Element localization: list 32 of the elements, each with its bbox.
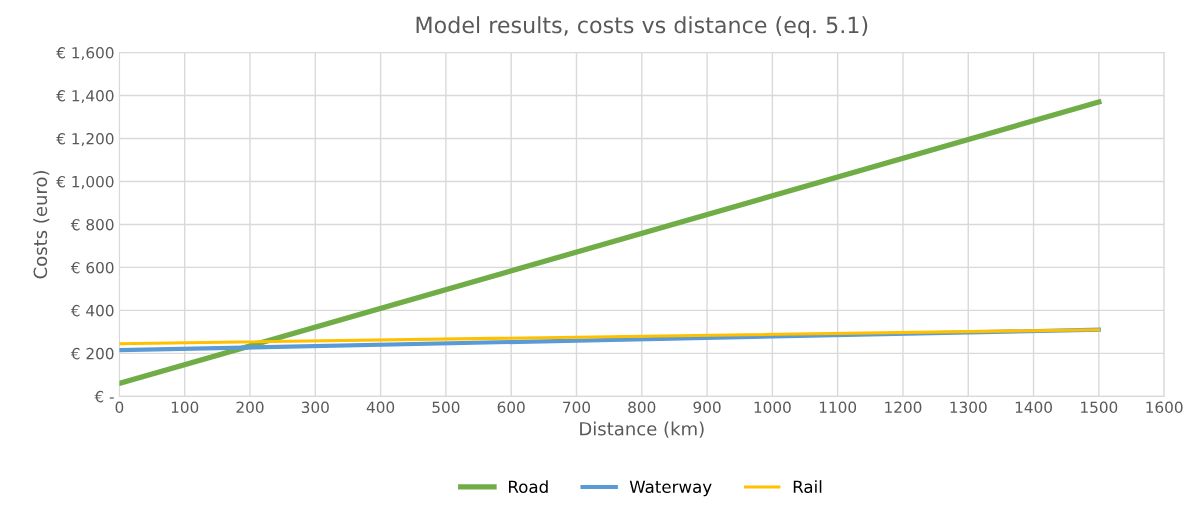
- legend-label: Rail: [793, 480, 822, 494]
- y-tick-label: € 1,600: [56, 46, 114, 61]
- y-tick-label: € 1,000: [56, 175, 114, 190]
- x-tick-label: 500: [432, 401, 460, 414]
- x-axis-title: Distance (km): [580, 421, 704, 438]
- y-tick-label: € 1,400: [56, 89, 114, 104]
- x-tick-label: 1500: [1081, 401, 1118, 414]
- x-tick-label: 1600: [1146, 401, 1183, 414]
- x-tick-label: 800: [628, 401, 656, 414]
- x-tick-label: 1400: [1015, 401, 1052, 414]
- x-tick-label: 1200: [885, 401, 922, 414]
- x-tick-label: 700: [563, 401, 591, 414]
- x-tick-label: 1300: [950, 401, 987, 414]
- x-tick-label: 200: [236, 401, 264, 414]
- x-tick-label: 600: [497, 401, 525, 414]
- chart-title: Model results, costs vs distance (eq. 5.1): [416, 16, 868, 38]
- y-tick-label: € 400: [70, 304, 114, 317]
- x-tick-label: 100: [171, 401, 199, 414]
- y-tick-label: € 800: [70, 218, 114, 231]
- legend-label: Road: [509, 480, 548, 494]
- x-tick-label: 300: [301, 401, 329, 414]
- y-tick-label: € 600: [70, 261, 114, 274]
- y-tick-label: € -: [94, 390, 114, 403]
- legend-label: Waterway: [629, 480, 712, 497]
- x-tick-label: 400: [366, 401, 395, 414]
- y-axis-title: Costs (euro): [33, 170, 50, 279]
- x-tick-label: 1100: [819, 401, 857, 414]
- x-tick-label: 900: [693, 401, 721, 414]
- y-tick-label: € 1,200: [56, 132, 114, 147]
- y-tick-label: € 200: [70, 347, 114, 360]
- x-tick-label: 1000: [754, 401, 791, 414]
- x-tick-label: 0: [115, 401, 124, 414]
